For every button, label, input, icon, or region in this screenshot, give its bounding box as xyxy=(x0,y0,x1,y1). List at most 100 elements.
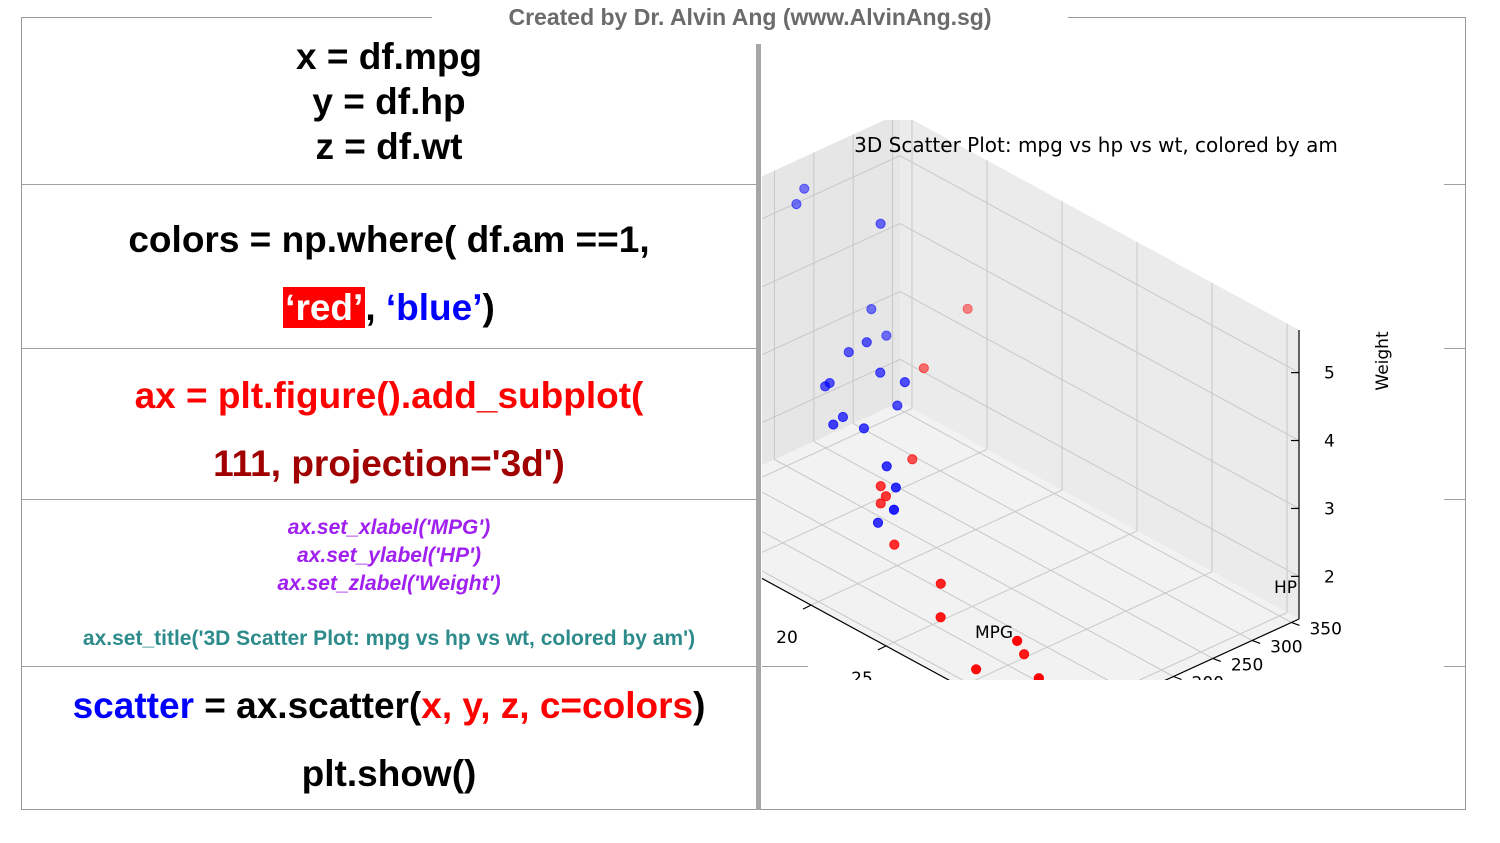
divider-line xyxy=(1444,666,1465,667)
divider-line xyxy=(22,499,756,500)
gridline xyxy=(762,291,901,356)
code-assign-z: z = df.wt xyxy=(315,126,463,167)
gridline xyxy=(899,358,1300,577)
blue-point xyxy=(799,183,810,194)
code-colors-block: colors = np.where( df.am ==1, ‘red’, ‘bl… xyxy=(22,206,756,342)
gridline xyxy=(774,459,1174,677)
comma-text: , xyxy=(365,287,386,328)
blue-point xyxy=(875,367,886,378)
divider-line xyxy=(22,666,756,667)
y-tick-label: 350 xyxy=(1309,619,1341,639)
divider-line xyxy=(22,348,756,349)
code-set-zlabel: ax.set_zlabel('Weight') xyxy=(277,572,501,595)
blue-point xyxy=(866,304,877,315)
x-tick xyxy=(877,645,887,651)
scatter-close-text: ) xyxy=(693,685,706,726)
y-tick-label: 200 xyxy=(1192,674,1224,681)
x-tick-label: 20 xyxy=(776,628,798,648)
red-point xyxy=(889,539,900,550)
blue-text: ‘blue’ xyxy=(385,287,483,328)
gridline xyxy=(762,223,901,288)
blue-point xyxy=(890,482,902,493)
blue-point xyxy=(892,400,903,411)
gridline xyxy=(762,530,1037,680)
blue-point xyxy=(875,218,886,229)
blue-point xyxy=(861,337,872,348)
y-tick-label: 250 xyxy=(1231,655,1263,675)
red-point xyxy=(918,363,929,374)
red-point xyxy=(1033,673,1044,680)
code-ax-line2: 111, projection='3d') xyxy=(213,443,565,484)
code-show-line: plt.show() xyxy=(301,753,477,794)
red-point xyxy=(875,481,886,492)
scatter-var-text: scatter xyxy=(72,685,194,726)
red-highlight-text: ‘red’ xyxy=(283,287,366,328)
credit-header: Created by Dr. Alvin Ang (www.AlvinAng.s… xyxy=(432,2,1068,32)
code-assign-y: y = df.hp xyxy=(312,81,466,122)
gridline xyxy=(892,405,1292,623)
code-scatter-line: scatter = ax.scatter(x, y, z, c=colors) xyxy=(22,672,756,740)
red-point xyxy=(1012,635,1023,646)
z-tick-label: 3 xyxy=(1324,499,1335,519)
floor-pane xyxy=(762,402,1299,680)
y-axis-label: HP xyxy=(1274,578,1297,598)
gridline xyxy=(813,441,1214,659)
scatter-eq-text: = ax.scatter( xyxy=(193,685,422,726)
divider-line xyxy=(762,666,808,667)
blue-point xyxy=(824,377,835,389)
gridline xyxy=(899,155,1300,374)
y-tick xyxy=(1212,657,1222,663)
divider-line xyxy=(1444,348,1465,349)
blue-point xyxy=(791,199,802,210)
code-set-title: ax.set_title('3D Scatter Plot: mpg vs hp… xyxy=(82,627,696,650)
blue-point xyxy=(843,347,854,358)
x-axis-line xyxy=(762,577,950,680)
gridline xyxy=(899,223,1300,441)
gridline xyxy=(762,491,1109,680)
red-point xyxy=(880,491,892,502)
code-scatter-block: scatter = ax.scatter(x, y, z, c=colors) … xyxy=(22,672,756,808)
code-subplot-block: ax = plt.figure().add_subplot( 111, proj… xyxy=(22,362,756,498)
code-labels-block: ax.set_xlabel('MPG') ax.set_ylabel('HP')… xyxy=(22,514,756,653)
gridline xyxy=(852,423,1253,641)
vertical-divider xyxy=(756,44,761,810)
gridline xyxy=(762,570,964,680)
gridline xyxy=(762,155,901,220)
code-assign-x: x = df.mpg xyxy=(295,36,483,77)
red-point xyxy=(962,303,973,315)
red-point xyxy=(971,664,982,675)
red-point xyxy=(935,578,946,589)
blue-point xyxy=(899,377,910,388)
blue-point xyxy=(872,517,884,528)
code-set-ylabel: ax.set_ylabel('HP') xyxy=(297,544,481,567)
back-pane xyxy=(900,120,1299,619)
blue-point xyxy=(828,419,839,430)
x-tick xyxy=(802,604,812,610)
chart-title: 3D Scatter Plot: mpg vs hp vs wt, colore… xyxy=(854,133,1338,157)
code-set-xlabel: ax.set_xlabel('MPG') xyxy=(287,516,491,539)
code-ax-line1: ax = plt.figure().add_subplot( xyxy=(134,375,644,416)
divider-line xyxy=(1444,499,1465,500)
gridline xyxy=(899,291,1300,509)
close-paren-text: ) xyxy=(482,287,495,328)
y-tick xyxy=(1291,621,1300,627)
z-tick-label: 2 xyxy=(1324,567,1335,587)
code-assign-block: x = df.mpg y = df.hp z = df.wt xyxy=(22,34,756,169)
code-colors-line1: colors = np.where( df.am ==1, xyxy=(128,219,650,260)
z-tick-label: 5 xyxy=(1324,364,1335,384)
divider-line xyxy=(1444,184,1465,185)
z-axis-label: Weight xyxy=(1373,331,1393,391)
y-tick xyxy=(1173,675,1182,680)
z-tick-label: 4 xyxy=(1324,432,1335,452)
red-point xyxy=(935,612,946,623)
x-axis-label: MPG xyxy=(975,623,1013,643)
blue-point xyxy=(881,461,892,472)
code-colors-line2: ‘red’, ‘blue’) xyxy=(22,274,756,342)
y-tick xyxy=(1251,639,1261,645)
y-tick-label: 300 xyxy=(1270,637,1302,657)
x-tick-label: 25 xyxy=(851,669,873,680)
scatter-3d-chart: 101520253035501001502002503003502345MPGH… xyxy=(762,120,1393,681)
blue-point xyxy=(858,423,870,434)
blue-point xyxy=(837,411,849,423)
red-point xyxy=(1018,649,1030,660)
